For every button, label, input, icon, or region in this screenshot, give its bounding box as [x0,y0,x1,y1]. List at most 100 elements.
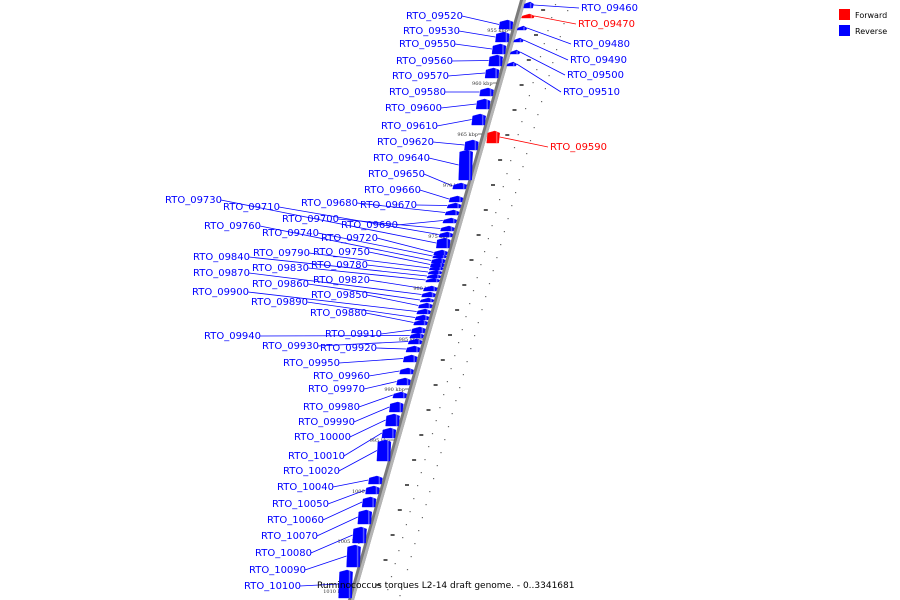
gene-feature[interactable] [426,273,442,279]
gene-label[interactable]: RTO_10040 [277,482,334,493]
gene-feature[interactable] [405,345,421,353]
gene-label[interactable]: RTO_09850 [311,290,368,301]
gene-feature[interactable] [516,25,528,31]
gene-feature[interactable] [425,277,440,283]
gene-feature[interactable] [448,195,464,203]
gene-feature[interactable] [464,139,479,151]
gene-label[interactable]: RTO_09640 [373,153,430,164]
gene-feature[interactable] [479,87,494,97]
gene-label[interactable]: RTO_09840 [193,252,250,263]
gene-label[interactable]: RTO_09700 [282,214,339,225]
gene-feature[interactable] [491,43,507,55]
gene-feature[interactable] [402,354,418,363]
gene-feature[interactable] [396,377,411,386]
gene-label[interactable]: RTO_09940 [204,331,261,342]
gene-feature[interactable] [488,54,503,67]
gene-feature[interactable] [381,427,397,439]
gene-feature[interactable] [392,391,408,399]
gene-label[interactable]: RTO_09760 [204,221,261,232]
gene-label[interactable]: RTO_09720 [321,233,378,244]
gene-label[interactable]: RTO_09980 [303,402,360,413]
gene-label[interactable]: RTO_09520 [406,11,463,22]
gene-feature[interactable] [513,37,524,43]
gene-label[interactable]: RTO_09960 [313,371,370,382]
gene-label[interactable]: RTO_09610 [381,121,438,132]
gene-feature[interactable] [361,496,377,508]
gene-feature[interactable] [357,509,373,525]
gene-feature[interactable] [365,485,380,495]
gene-feature[interactable] [444,209,460,216]
gene-feature[interactable] [368,475,383,485]
gene-label[interactable]: RTO_09570 [392,71,449,82]
gene-label[interactable]: RTO_10060 [267,515,324,526]
gene-feature[interactable] [506,61,517,67]
gene-label[interactable]: RTO_09950 [283,358,340,369]
gene-label[interactable]: RTO_09500 [567,70,624,81]
gene-feature[interactable] [436,237,451,249]
gene-label[interactable]: RTO_10050 [272,499,329,510]
gene-label[interactable]: RTO_09590 [550,142,607,153]
gene-feature[interactable] [458,149,473,181]
gene-feature[interactable] [484,67,500,79]
gene-label[interactable]: RTO_09890 [251,297,308,308]
gene-label[interactable]: RTO_10020 [283,466,340,477]
gene-label[interactable]: RTO_09460 [581,3,638,14]
gene-label[interactable]: RTO_09600 [385,103,442,114]
gene-label[interactable]: RTO_09900 [192,287,249,298]
gene-label[interactable]: RTO_09990 [298,417,355,428]
gene-feature[interactable] [446,202,462,209]
gene-feature[interactable] [409,332,425,339]
gene-label[interactable]: RTO_09740 [262,228,319,239]
gene-label[interactable]: RTO_10090 [249,565,306,576]
gene-label[interactable]: RTO_09660 [364,185,421,196]
gene-label[interactable]: RTO_09580 [389,87,446,98]
gene-label[interactable]: RTO_10100 [244,581,301,592]
gene-feature[interactable] [523,1,534,9]
gene-label[interactable]: RTO_09970 [308,384,365,395]
gene-label[interactable]: RTO_09620 [377,137,434,148]
gene-feature[interactable] [376,439,392,462]
gene-label[interactable]: RTO_09480 [573,39,630,50]
gene-label[interactable]: RTO_09490 [570,55,627,66]
gene-label[interactable]: RTO_10070 [261,531,318,542]
gene-label[interactable]: RTO_09470 [578,19,635,30]
gene-label[interactable]: RTO_09930 [262,341,319,352]
gene-label[interactable]: RTO_09830 [252,263,309,274]
gene-label[interactable]: RTO_10010 [288,451,345,462]
gene-feature[interactable] [419,297,435,303]
gene-feature[interactable] [431,257,446,264]
gene-feature[interactable] [438,231,454,238]
gene-feature[interactable] [346,544,361,568]
gene-label[interactable]: RTO_09870 [193,268,250,279]
gene-label[interactable]: RTO_09780 [311,260,368,271]
gene-feature[interactable] [486,130,500,144]
gene-label[interactable]: RTO_09680 [301,198,358,209]
gene-feature[interactable] [423,285,438,292]
gene-feature[interactable] [495,31,510,43]
gene-label[interactable]: RTO_09690 [341,220,398,231]
gene-feature[interactable] [389,401,404,413]
gene-feature[interactable] [338,569,353,599]
gene-feature[interactable] [428,265,444,271]
gene-label[interactable]: RTO_09530 [403,26,460,37]
gene-feature[interactable] [416,308,431,315]
gene-label[interactable]: RTO_10080 [255,548,312,559]
gene-label[interactable]: RTO_09860 [252,279,309,290]
gene-feature[interactable] [509,49,521,55]
gene-feature[interactable] [414,314,430,321]
gene-feature[interactable] [440,225,455,232]
gene-label[interactable]: RTO_09880 [310,308,367,319]
gene-label[interactable]: RTO_09710 [223,202,280,213]
gene-feature[interactable] [399,367,414,375]
gene-feature[interactable] [521,13,535,19]
gene-feature[interactable] [418,302,433,309]
gene-label[interactable]: RTO_09820 [313,275,370,286]
gene-feature[interactable] [413,319,428,326]
gene-feature[interactable] [407,338,423,345]
gene-feature[interactable] [427,269,443,275]
gene-feature[interactable] [475,98,491,110]
gene-label[interactable]: RTO_09650 [368,169,425,180]
gene-feature[interactable] [442,217,458,224]
gene-label[interactable]: RTO_09670 [360,200,417,211]
gene-feature[interactable] [411,326,426,334]
